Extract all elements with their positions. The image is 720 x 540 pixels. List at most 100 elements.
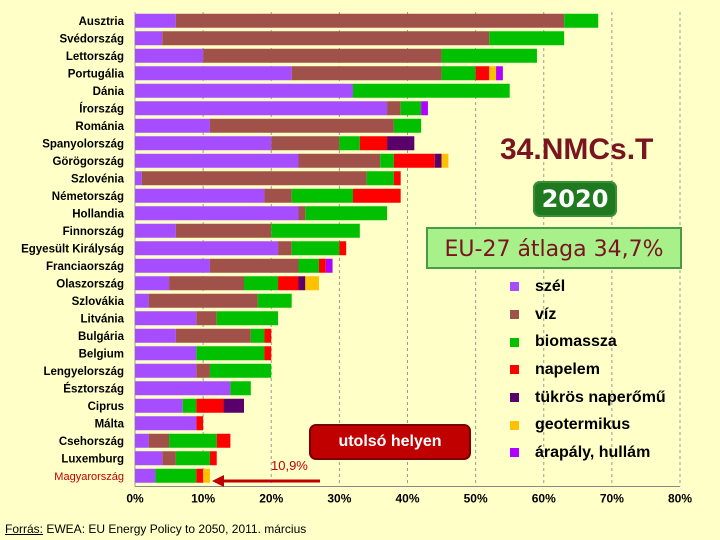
category-label: Csehország xyxy=(59,436,124,448)
x-tick-label: 10% xyxy=(191,492,215,506)
bar-segment xyxy=(135,381,231,396)
bar-segment xyxy=(162,451,176,466)
category-label: Görögország xyxy=(52,156,124,168)
category-label: Szlovákia xyxy=(72,296,125,308)
bar-segment xyxy=(393,118,422,133)
category-label: Lengyelország xyxy=(43,366,124,378)
annotation-arrow-head xyxy=(212,475,224,487)
legend-label: szél xyxy=(535,277,566,295)
bar-segment xyxy=(564,13,599,28)
bar-segment xyxy=(203,468,210,483)
legend-swatch xyxy=(510,282,519,292)
legend-label: biomassza xyxy=(535,333,617,351)
category-label: Németország xyxy=(52,191,124,203)
bar-segment xyxy=(182,398,197,413)
chart-bars xyxy=(135,13,599,483)
bar-segment xyxy=(489,66,497,81)
category-label: Írország xyxy=(79,102,124,115)
x-tick-label: 40% xyxy=(395,492,419,506)
bar-segment xyxy=(441,153,449,168)
category-label: Egyesült Királyság xyxy=(21,243,124,255)
bar-segment xyxy=(135,311,197,326)
bar-segment xyxy=(148,293,258,308)
bar-segment xyxy=(244,276,279,291)
legend-item: szél xyxy=(510,273,666,301)
x-tick-label: 70% xyxy=(600,492,624,506)
legend-swatch xyxy=(510,310,519,320)
category-label: Magyarország xyxy=(54,471,124,483)
bar-segment xyxy=(175,13,565,28)
category-label: Spanyolország xyxy=(42,138,124,150)
bar-segment xyxy=(135,241,279,256)
annotation-arrow: 10,9% xyxy=(212,458,320,487)
bar-segment xyxy=(359,136,388,151)
bar-segment xyxy=(175,328,251,343)
year-badge: 2020 xyxy=(533,181,617,217)
category-label: Lettország xyxy=(66,51,124,63)
bar-segment xyxy=(387,101,401,116)
bar-segment xyxy=(230,381,251,396)
bar-segment xyxy=(135,433,149,448)
bar-segment xyxy=(135,66,292,81)
legend-swatch xyxy=(510,393,519,403)
bar-segment xyxy=(196,398,224,413)
bar-segment xyxy=(209,118,394,133)
legend-item: tükrös naperőmű xyxy=(510,384,666,412)
bar-segment xyxy=(441,48,537,63)
category-label: Ausztria xyxy=(79,16,125,28)
bar-segment xyxy=(196,416,204,431)
bar-segment xyxy=(393,171,401,186)
bar-segment xyxy=(135,206,299,221)
bar-segment xyxy=(441,66,476,81)
x-tick-label: 30% xyxy=(327,492,351,506)
legend-label: víz xyxy=(535,305,557,323)
slide-title: 34.NMCs.T xyxy=(500,133,654,166)
bar-segment xyxy=(135,136,272,151)
bar-segment xyxy=(162,31,490,46)
bar-segment xyxy=(135,118,210,133)
bar-segment xyxy=(135,451,163,466)
bar-segment xyxy=(318,258,326,273)
bar-segment xyxy=(264,346,272,361)
bar-segment xyxy=(169,276,244,291)
category-label: Belgium xyxy=(79,348,124,360)
category-label: Portugália xyxy=(68,68,125,80)
bar-segment xyxy=(278,241,292,256)
bar-segment xyxy=(196,311,217,326)
bar-segment xyxy=(305,206,388,221)
last-place-badge: utolsó helyen xyxy=(311,426,469,458)
category-label: Finnország xyxy=(63,226,124,238)
category-label: Litvánia xyxy=(81,313,125,325)
bar-segment xyxy=(325,258,333,273)
x-tick-label: 50% xyxy=(464,492,488,506)
x-tick-label: 20% xyxy=(259,492,283,506)
bar-segment xyxy=(209,451,217,466)
bar-segment xyxy=(196,346,265,361)
legend-item: árapály, hullám xyxy=(510,439,666,467)
bar-segment xyxy=(135,223,176,238)
bar-segment xyxy=(353,188,401,203)
bar-segment xyxy=(135,153,299,168)
bar-segment xyxy=(135,293,149,308)
bar-segment xyxy=(135,276,170,291)
category-label: Észtország xyxy=(63,382,124,395)
x-tick-label: 0% xyxy=(126,492,144,506)
bar-segment xyxy=(339,241,347,256)
legend-swatch xyxy=(510,365,519,375)
x-tick-labels: 0% 10% 20% 30% 40% 50% 60% 70% 80% xyxy=(126,492,692,506)
source-note: Forrás: EWEA: EU Energy Policy to 2050, … xyxy=(5,522,306,536)
bar-segment xyxy=(135,258,210,273)
bar-segment xyxy=(216,433,231,448)
bar-segment xyxy=(135,83,353,98)
bar-segment xyxy=(271,136,340,151)
bar-segment xyxy=(380,153,394,168)
bar-segment xyxy=(135,468,156,483)
bar-segment xyxy=(489,31,565,46)
bar-segment xyxy=(291,66,442,81)
category-label: Franciaország xyxy=(46,261,124,273)
bar-segment xyxy=(366,171,394,186)
bar-segment xyxy=(264,328,272,343)
bar-segment xyxy=(135,13,176,28)
source-text: EWEA: EU Energy Policy to 2050, 2011. má… xyxy=(43,522,307,536)
bar-segment xyxy=(135,31,163,46)
